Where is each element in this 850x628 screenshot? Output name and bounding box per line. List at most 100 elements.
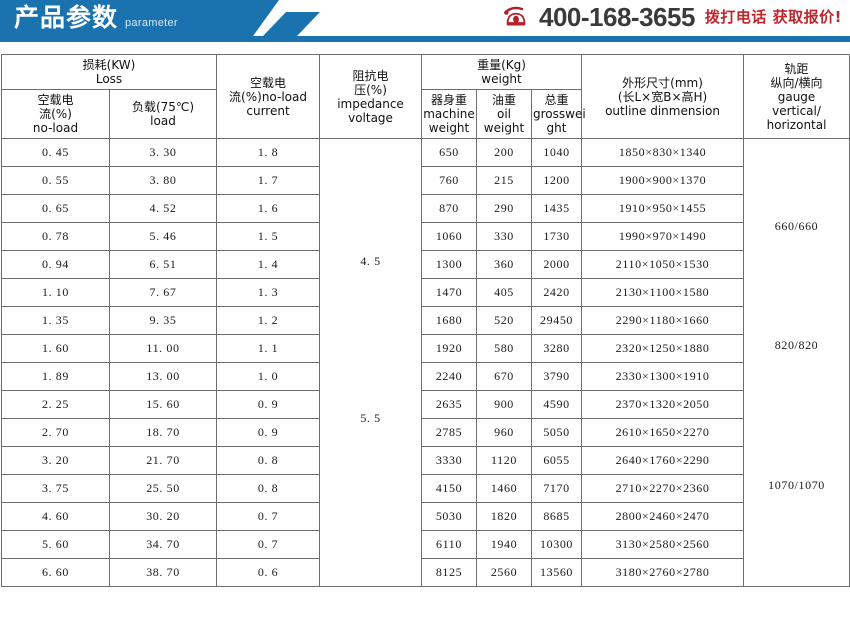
cell-dimension: 2800×2460×2470 — [581, 502, 745, 531]
cell-machine-weight: 8125 — [421, 558, 478, 587]
cell-load-loss: 3. 80 — [108, 166, 218, 195]
cell-load-loss: 5. 46 — [108, 222, 218, 251]
header-loss-group-en: Loss — [95, 72, 123, 86]
header-machine-weight-en2: weight — [428, 121, 470, 135]
cell-gross-weight: 4590 — [531, 390, 583, 419]
banner-contact-block[interactable]: 400-168-3655 拨打电话 获取报价! — [503, 2, 842, 32]
header-impedance-cn2: 压(%) — [354, 82, 387, 97]
cell-machine-weight: 4150 — [421, 474, 478, 503]
cell-dimension: 2640×1760×2290 — [581, 446, 745, 475]
cell-no-load-current: 1. 0 — [216, 362, 321, 391]
cell-machine-weight: 2785 — [421, 418, 478, 447]
header-no-load-loss-en: no-load — [32, 121, 79, 135]
cell-load-loss: 9. 35 — [108, 306, 218, 335]
cell-gross-weight: 6055 — [531, 446, 583, 475]
spec-table-area: 损耗(KW) Loss 空载电 流(%)no-load current 阻抗电 … — [0, 54, 850, 628]
cell-oil-weight: 580 — [476, 334, 533, 363]
header-load-loss-cn: 负载(75℃) — [131, 100, 195, 114]
cell-load-loss: 34. 70 — [108, 530, 218, 559]
cell-no-load-loss: 2. 25 — [1, 390, 110, 419]
cell-gross-weight: 5050 — [531, 418, 583, 447]
cell-oil-weight: 1120 — [476, 446, 533, 475]
cell-gross-weight: 2000 — [531, 250, 583, 279]
cell-oil-weight: 215 — [476, 166, 533, 195]
cell-gross-weight: 1040 — [531, 138, 583, 167]
cell-gross-weight: 3280 — [531, 334, 583, 363]
cell-oil-weight: 520 — [476, 306, 533, 335]
cell-dimension: 1850×830×1340 — [581, 138, 745, 167]
header-load-loss-en: load — [150, 114, 176, 128]
banner-blue-shape — [0, 0, 850, 42]
cell-no-load-current: 0. 9 — [216, 418, 321, 447]
cell-machine-weight: 2240 — [421, 362, 478, 391]
table-row: 6. 60 38. 70 0. 6 8125 2560 13560 3180×2760×27… — [1, 558, 850, 587]
cell-machine-weight: 650 — [421, 138, 478, 167]
cell-gross-weight: 1200 — [531, 166, 583, 195]
cell-no-load-current: 0. 9 — [216, 390, 321, 419]
impedance-value: 5. 5 — [360, 411, 381, 425]
cell-machine-weight: 6110 — [421, 530, 478, 559]
telephone-icon — [504, 6, 526, 26]
cell-oil-weight: 2560 — [476, 558, 533, 587]
header-oil-weight-en2: weight — [483, 121, 525, 135]
header-gross-weight-cn: 总重 — [544, 93, 569, 107]
cell-oil-weight: 1820 — [476, 502, 533, 531]
header-gauge: 轨距 纵向/横向 gauge vertical/ horizontal — [743, 54, 850, 139]
header-dimension-en: outline dinmension — [605, 103, 720, 118]
cell-load-loss: 38. 70 — [108, 558, 218, 587]
table-row: 4. 60 30. 20 0. 7 5030 1820 8685 2800×2460×247… — [1, 502, 850, 531]
cell-oil-weight: 1940 — [476, 530, 533, 559]
cell-gross-weight: 2420 — [531, 278, 583, 307]
cell-load-loss: 15. 60 — [108, 390, 218, 419]
cell-dimension: 3130×2580×2560 — [581, 530, 745, 559]
table-row: 1. 60 11. 00 1. 1 1920 580 3280 2320×1250×1880 — [1, 334, 850, 363]
cell-load-loss: 4. 52 — [108, 194, 218, 223]
table-row: 0. 94 6. 51 1. 4 1300 360 2000 2110×1050×1530 — [1, 250, 850, 279]
header-impedance-voltage: 阻抗电 压(%) impedance voltage — [319, 54, 423, 139]
cell-dimension: 2320×1250×1880 — [581, 334, 745, 363]
header-impedance-en2: voltage — [348, 110, 393, 125]
table-row: 0. 55 3. 80 1. 7 760 215 1200 1900×900×1370 — [1, 166, 850, 195]
cell-oil-weight: 1460 — [476, 474, 533, 503]
cell-no-load-current: 1. 5 — [216, 222, 321, 251]
cell-no-load-loss: 0. 55 — [1, 166, 110, 195]
cell-dimension: 2610×1650×2270 — [581, 418, 745, 447]
cell-dimension: 2710×2270×2360 — [581, 474, 745, 503]
banner-title-cn: 产品参数 — [14, 3, 119, 32]
cell-no-load-loss: 1. 60 — [1, 334, 110, 363]
cell-oil-weight: 670 — [476, 362, 533, 391]
header-no-load-current-en: current — [246, 103, 290, 118]
cell-no-load-loss: 0. 45 — [1, 138, 110, 167]
header-gross-weight-en1: grosswei — [533, 107, 586, 121]
cell-no-load-current: 0. 8 — [216, 446, 321, 475]
page-header-banner: 产品参数 parameter 400-168-3655 拨打电话 获取报价! — [0, 0, 850, 46]
table-row: 0. 78 5. 46 1. 5 1060 330 1730 1990×970×1490 — [1, 222, 850, 251]
table-row: 1. 10 7. 67 1. 3 1470 405 2420 2130×1100×1580 — [1, 278, 850, 307]
header-no-load-loss: 空载电 流(%) no-load — [1, 89, 110, 139]
cell-machine-weight: 3330 — [421, 446, 478, 475]
cell-machine-weight: 2635 — [421, 390, 478, 419]
cell-dimension: 3180×2760×2780 — [581, 558, 745, 587]
cell-no-load-loss: 5. 60 — [1, 530, 110, 559]
header-loss-group-cn: 损耗(KW) — [82, 58, 136, 72]
cell-dimension: 1990×970×1490 — [581, 222, 745, 251]
table-row: 0. 45 3. 30 1. 8 4. 5 5. 5 650 200 1040 1850×830… — [1, 138, 850, 587]
cell-no-load-current: 1. 4 — [216, 250, 321, 279]
contact-phone-number: 400-168-3655 — [539, 2, 695, 32]
table-row: 1. 89 13. 00 1. 0 2240 670 3790 2330×1300×1910 — [1, 362, 850, 391]
cell-no-load-current: 0. 7 — [216, 530, 321, 559]
header-oil-weight-cn: 油重 — [492, 93, 517, 107]
cell-dimension: 1910×950×1455 — [581, 194, 745, 223]
cell-no-load-current: 1. 8 — [216, 138, 321, 167]
cell-load-loss: 30. 20 — [108, 502, 218, 531]
cell-machine-weight: 760 — [421, 166, 478, 195]
table-row: 2. 70 18. 70 0. 9 2785 960 5050 2610×1650×2270 — [1, 418, 850, 447]
banner-title: 产品参数 parameter — [14, 3, 178, 33]
cell-machine-weight: 1470 — [421, 278, 478, 307]
header-no-load-loss-cn1: 空载电 — [37, 93, 74, 107]
cell-machine-weight: 870 — [421, 194, 478, 223]
cell-no-load-current: 1. 2 — [216, 306, 321, 335]
call-for-quote-text: 拨打电话 获取报价! — [704, 8, 842, 26]
header-gauge-en2: vertical/ — [772, 103, 821, 118]
cell-gross-weight: 3790 — [531, 362, 583, 391]
